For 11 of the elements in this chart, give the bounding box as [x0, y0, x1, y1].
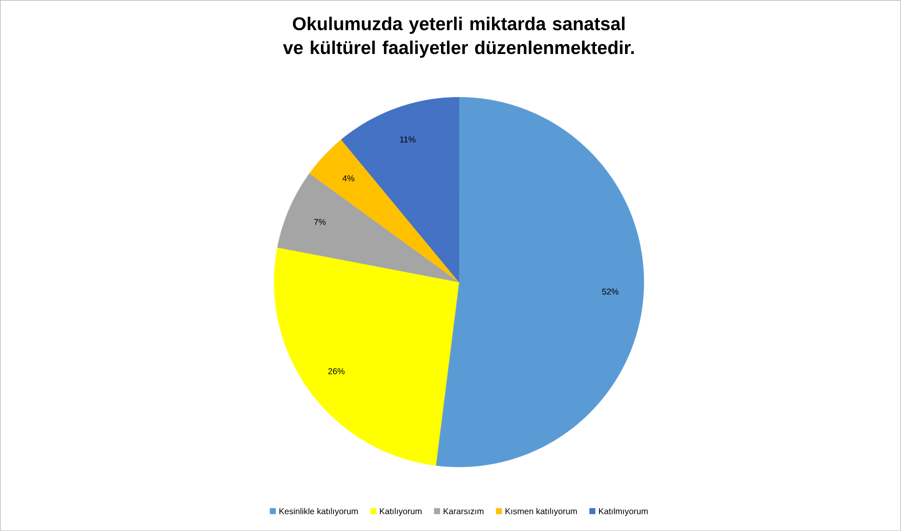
chart-title: Okulumuzda yeterli miktarda sanatsal ve kültürel faaliyetler düzenlenmektedir. — [283, 16, 634, 58]
data-label: 7% — [314, 218, 326, 225]
legend-label: Katılıyorum — [380, 508, 422, 516]
legend-label: Kararsızım — [444, 508, 484, 514]
data-label: 52% — [602, 288, 618, 294]
data-label: 4% — [342, 175, 354, 182]
data-label: 11% — [400, 136, 416, 142]
legend-label: Kısmen katılıyorum — [506, 508, 577, 516]
legend-label: Katılmıyorum — [599, 508, 648, 516]
data-label: 26% — [328, 368, 345, 374]
legend-label: Kesinlikle katılıyorum — [279, 508, 358, 516]
